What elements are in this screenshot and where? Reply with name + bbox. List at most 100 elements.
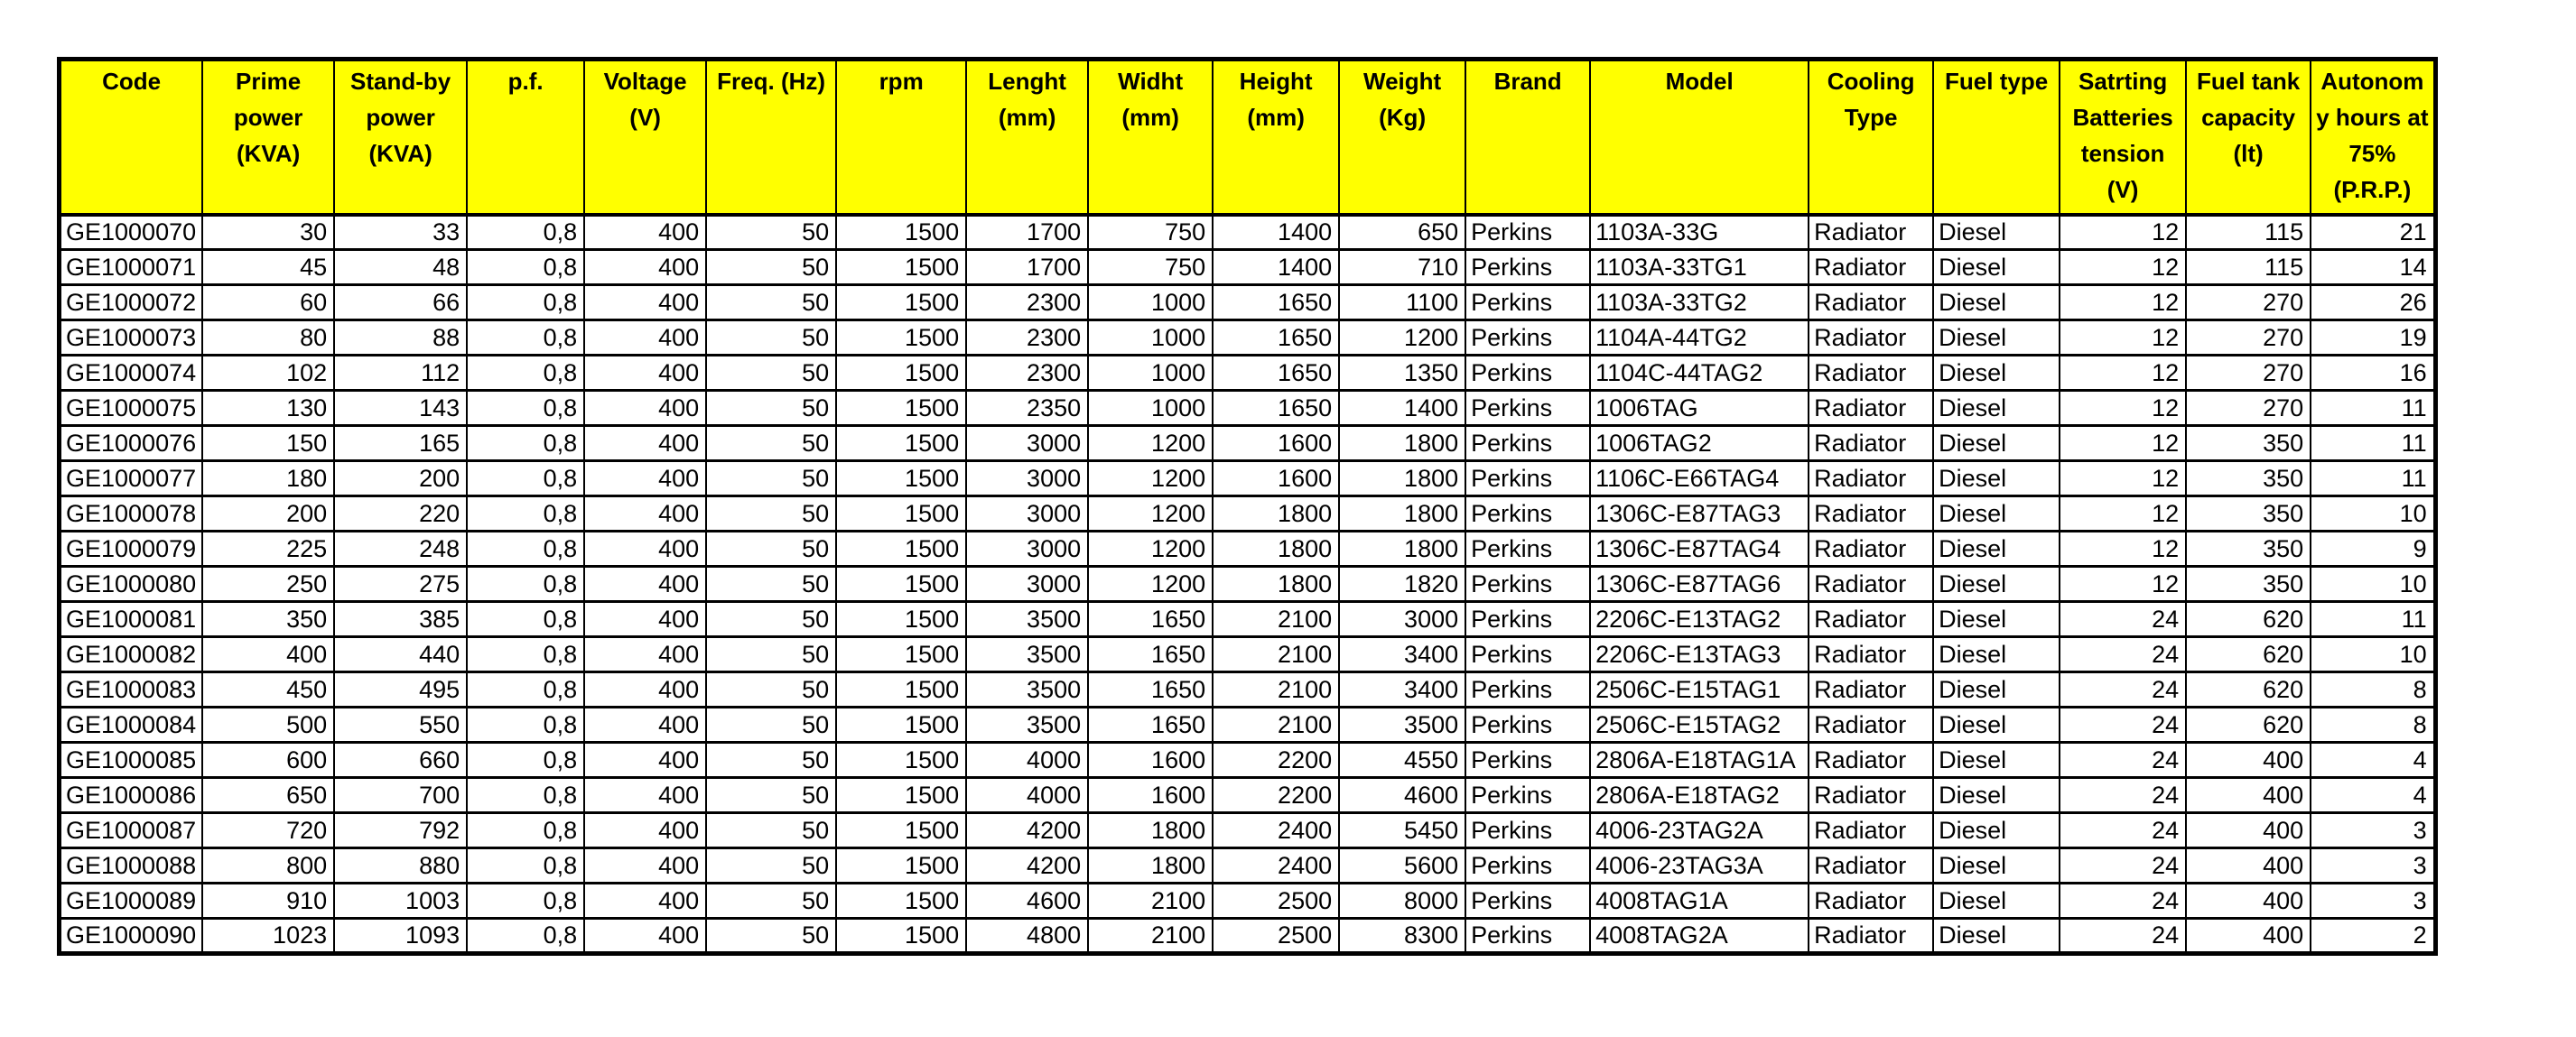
cell-brand: Perkins	[1465, 495, 1592, 532]
cell-cooling-type: Radiator	[1808, 495, 1935, 532]
cell-prime-power-kva: 650	[201, 776, 336, 814]
cell-fuel-tank-capacity-lt: 400	[2185, 811, 2312, 849]
cell-fuel-tank-capacity-lt: 350	[2185, 565, 2312, 603]
cell-width-mm: 1000	[1087, 283, 1214, 321]
cell-model: 1103A-33G	[1589, 213, 1810, 251]
cell-starting-batteries-tension-v: 24	[2059, 600, 2188, 638]
cell-rpm: 1500	[835, 600, 968, 638]
cell-prime-power-kva: 130	[201, 389, 336, 427]
cell-starting-batteries-tension-v: 12	[2059, 459, 2188, 497]
cell-prime-power-kva: 180	[201, 459, 336, 497]
cell-autonomy-hours-75-prp: 11	[2310, 389, 2437, 427]
cell-rpm: 1500	[835, 671, 968, 708]
cell-code: GE1000074	[58, 354, 204, 392]
cell-weight-kg: 8300	[1338, 917, 1467, 955]
cell-starting-batteries-tension-v: 12	[2059, 354, 2188, 392]
cell-pf: 0,8	[466, 319, 586, 356]
cell-voltage-v: 400	[583, 459, 708, 497]
cell-width-mm: 1200	[1087, 459, 1214, 497]
cell-fuel-type: Diesel	[1932, 354, 2061, 392]
cell-standby-power-kva: 792	[333, 811, 469, 849]
cell-model: 2806A-E18TAG2	[1589, 776, 1810, 814]
cell-weight-kg: 1820	[1338, 565, 1467, 603]
cell-width-mm: 1650	[1087, 600, 1214, 638]
cell-freq-hz: 50	[705, 776, 838, 814]
cell-fuel-type: Diesel	[1932, 530, 2061, 568]
cell-fuel-tank-capacity-lt: 350	[2185, 424, 2312, 462]
cell-voltage-v: 400	[583, 495, 708, 532]
cell-model: 2206C-E13TAG2	[1589, 600, 1810, 638]
cell-code: GE1000075	[58, 389, 204, 427]
cell-freq-hz: 50	[705, 917, 838, 955]
cell-width-mm: 1200	[1087, 424, 1214, 462]
table-row: GE1000086 650 700 0,8 400 50 1500 4000 1600 2200 4…	[58, 776, 2437, 814]
cell-cooling-type: Radiator	[1808, 811, 1935, 849]
cell-width-mm: 1200	[1087, 495, 1214, 532]
cell-fuel-type: Diesel	[1932, 459, 2061, 497]
cell-prime-power-kva: 500	[201, 706, 336, 744]
cell-prime-power-kva: 102	[201, 354, 336, 392]
cell-rpm: 1500	[835, 389, 968, 427]
cell-starting-batteries-tension-v: 12	[2059, 530, 2188, 568]
cell-fuel-type: Diesel	[1932, 319, 2061, 356]
header-voltage-v: Voltage (V)	[583, 58, 708, 217]
cell-fuel-type: Diesel	[1932, 283, 2061, 321]
cell-fuel-type: Diesel	[1932, 389, 2061, 427]
cell-autonomy-hours-75-prp: 16	[2310, 354, 2437, 392]
table-row: GE1000077 180 200 0,8 400 50 1500 3000 1200 1600 1…	[58, 459, 2437, 497]
cell-voltage-v: 400	[583, 635, 708, 673]
cell-rpm: 1500	[835, 283, 968, 321]
cell-voltage-v: 400	[583, 389, 708, 427]
cell-fuel-type: Diesel	[1932, 565, 2061, 603]
cell-cooling-type: Radiator	[1808, 213, 1935, 251]
cell-code: GE1000076	[58, 424, 204, 462]
cell-model: 1306C-E87TAG3	[1589, 495, 1810, 532]
cell-height-mm: 2200	[1212, 776, 1341, 814]
cell-code: GE1000086	[58, 776, 204, 814]
cell-rpm: 1500	[835, 495, 968, 532]
cell-fuel-tank-capacity-lt: 400	[2185, 847, 2312, 884]
table-row: GE1000072 60 66 0,8 400 50 1500 2300 1000 1650 110…	[58, 283, 2437, 321]
cell-length-mm: 4200	[965, 847, 1090, 884]
cell-freq-hz: 50	[705, 811, 838, 849]
cell-weight-kg: 1400	[1338, 389, 1467, 427]
cell-code: GE1000085	[58, 741, 204, 779]
cell-autonomy-hours-75-prp: 8	[2310, 706, 2437, 744]
table-body: GE1000070 30 33 0,8 400 50 1500 1700 750 1400 650 P…	[58, 213, 2437, 955]
cell-model: 1106C-E66TAG4	[1589, 459, 1810, 497]
cell-width-mm: 1000	[1087, 389, 1214, 427]
cell-voltage-v: 400	[583, 319, 708, 356]
cell-freq-hz: 50	[705, 600, 838, 638]
cell-freq-hz: 50	[705, 530, 838, 568]
header-rpm: rpm	[835, 58, 968, 217]
cell-fuel-type: Diesel	[1932, 635, 2061, 673]
table-row: GE1000089 910 1003 0,8 400 50 1500 4600 2100 2500…	[58, 882, 2437, 920]
cell-code: GE1000083	[58, 671, 204, 708]
cell-freq-hz: 50	[705, 459, 838, 497]
cell-cooling-type: Radiator	[1808, 283, 1935, 321]
cell-height-mm: 2100	[1212, 600, 1341, 638]
cell-width-mm: 1650	[1087, 706, 1214, 744]
cell-cooling-type: Radiator	[1808, 459, 1935, 497]
cell-weight-kg: 4600	[1338, 776, 1467, 814]
cell-autonomy-hours-75-prp: 3	[2310, 847, 2437, 884]
cell-fuel-tank-capacity-lt: 270	[2185, 319, 2312, 356]
cell-length-mm: 3000	[965, 565, 1090, 603]
cell-width-mm: 1800	[1087, 847, 1214, 884]
cell-model: 1103A-33TG1	[1589, 248, 1810, 286]
cell-pf: 0,8	[466, 565, 586, 603]
header-code: Code	[58, 58, 204, 217]
cell-model: 1006TAG2	[1589, 424, 1810, 462]
table-row: GE1000083 450 495 0,8 400 50 1500 3500 1650 2100 3…	[58, 671, 2437, 708]
cell-width-mm: 1650	[1087, 635, 1214, 673]
cell-cooling-type: Radiator	[1808, 354, 1935, 392]
cell-prime-power-kva: 720	[201, 811, 336, 849]
cell-voltage-v: 400	[583, 706, 708, 744]
cell-pf: 0,8	[466, 706, 586, 744]
cell-code: GE1000089	[58, 882, 204, 920]
cell-autonomy-hours-75-prp: 2	[2310, 917, 2437, 955]
cell-prime-power-kva: 400	[201, 635, 336, 673]
cell-freq-hz: 50	[705, 882, 838, 920]
cell-starting-batteries-tension-v: 12	[2059, 213, 2188, 251]
cell-length-mm: 4000	[965, 776, 1090, 814]
